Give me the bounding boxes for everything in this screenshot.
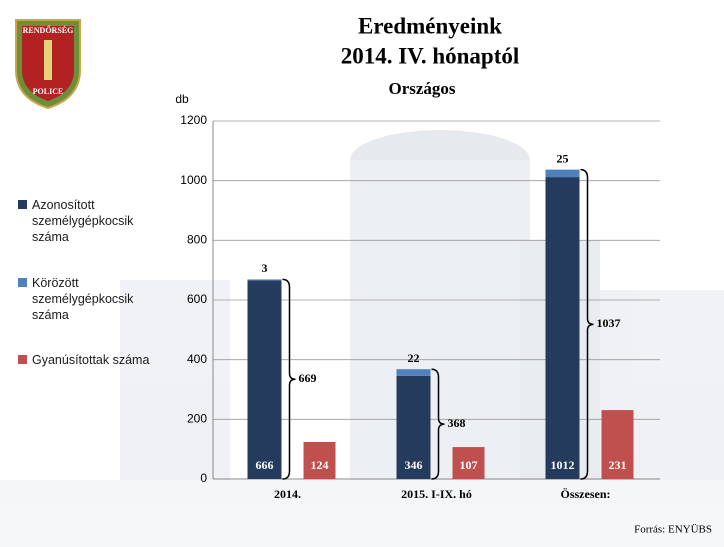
bar: [452, 447, 485, 479]
background-building: [0, 130, 724, 547]
logo: RENDŐRSÉG POLICE: [15, 19, 81, 110]
value-label: 1012: [551, 458, 575, 472]
chart-subtitle: 2014. IV. hónaptól: [341, 43, 520, 68]
value-label: 346: [405, 458, 423, 472]
y-tick-label: 400: [187, 352, 207, 366]
y-tick-label: 0: [200, 471, 207, 485]
value-label: 666: [256, 458, 274, 472]
brace: [282, 278, 296, 480]
chart-region: Országos: [388, 79, 455, 98]
value-label: 22: [408, 351, 420, 365]
legend-label: Gyanúsítottak száma: [32, 353, 150, 367]
legend-label: Azonosított személygépkocsik száma: [32, 198, 134, 244]
legend-label: Körözött személygépkocsik száma: [32, 276, 134, 322]
brace: [580, 168, 594, 480]
bar: [545, 177, 580, 479]
bar: [396, 369, 431, 376]
x-tick-label: 2015. I-IX. hó: [401, 487, 472, 501]
y-tick-label: 800: [187, 233, 207, 247]
brace-label: 1037: [597, 316, 621, 330]
y-tick-label: 1200: [180, 113, 207, 127]
x-tick-label: 2014.: [274, 487, 301, 501]
value-label: 231: [609, 458, 627, 472]
value-label: 3: [262, 261, 268, 275]
y-axis-label: db: [175, 92, 189, 106]
value-label: 124: [311, 458, 329, 472]
bar: [303, 442, 336, 479]
y-tick-label: 200: [187, 412, 207, 426]
value-label: 25: [557, 151, 569, 165]
y-tick-label: 600: [187, 292, 207, 306]
legend-swatch: [18, 355, 27, 364]
chart-title: Eredményeink: [358, 13, 502, 38]
logo-bottom: POLICE: [33, 87, 64, 96]
legend-swatch: [18, 278, 27, 287]
bar: [247, 279, 282, 281]
legend-swatch: [18, 200, 27, 209]
value-label: 107: [460, 458, 478, 472]
x-tick-label: Összesen:: [561, 487, 611, 501]
brace-label: 368: [448, 416, 466, 430]
bar: [545, 169, 580, 178]
brace-label: 669: [299, 371, 317, 385]
logo-top: RENDŐRSÉG: [23, 25, 74, 35]
bar: [601, 410, 634, 479]
y-tick-label: 1000: [180, 173, 207, 187]
bar: [396, 375, 431, 479]
bar: [247, 280, 282, 479]
brace: [431, 368, 445, 480]
source: Forrás: ENYÜBS: [634, 524, 712, 536]
